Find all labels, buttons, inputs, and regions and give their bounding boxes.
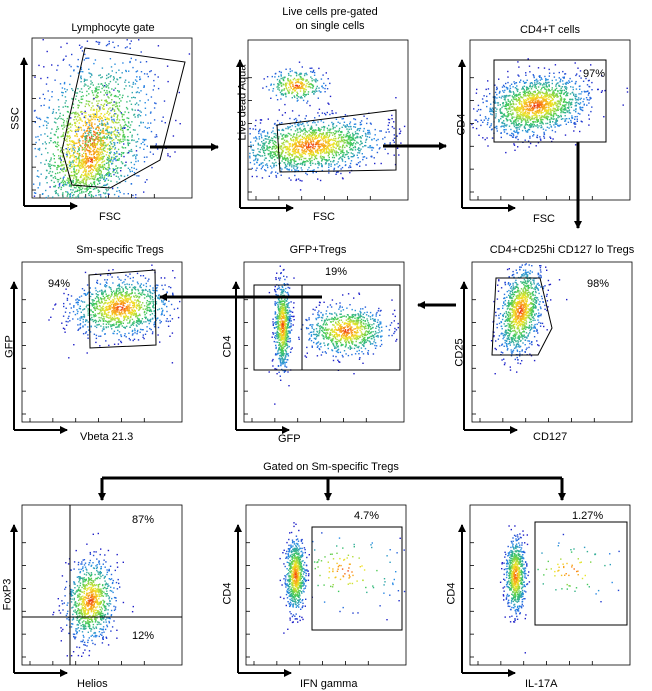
ifng-gate bbox=[311, 526, 403, 631]
percent-foxp3-lower: 12% bbox=[132, 630, 155, 642]
xlabel-ifng: IFN gamma bbox=[300, 678, 358, 690]
xlabel-smtregs: Vbeta 21.3 bbox=[80, 431, 134, 443]
ylabel-foxp3: FoxP3 bbox=[1, 578, 14, 611]
percent-tregs: 98% bbox=[587, 278, 610, 290]
lymphocyte-events bbox=[33, 39, 191, 199]
panel-title-live-line1: Live cells pre-gated bbox=[282, 6, 378, 18]
ylabel-smtregs: GFP bbox=[3, 335, 16, 358]
lymphocyte-events-core bbox=[33, 85, 139, 199]
smtregs-frame bbox=[21, 261, 183, 423]
gfp-gate-right bbox=[301, 284, 401, 371]
percent-ifng: 4.7% bbox=[354, 510, 380, 522]
ylabel-il17: CD4 bbox=[445, 582, 458, 605]
ylabel-tregs: CD25 bbox=[453, 338, 466, 367]
panel-title-gfp: GFP+Tregs bbox=[289, 244, 347, 256]
tregs-frame bbox=[471, 261, 633, 423]
live-events bbox=[249, 97, 406, 191]
il17-events bbox=[499, 525, 531, 654]
il17-frame bbox=[469, 504, 631, 666]
panel-title-tregs: CD4+CD25hi CD127 lo Tregs bbox=[489, 244, 635, 256]
xlabel-tregs: CD127 bbox=[533, 431, 568, 443]
tregs-events bbox=[490, 263, 568, 375]
xlabel-live: FSC bbox=[313, 211, 335, 223]
bottom-header: Gated on Sm-specific Tregs bbox=[263, 461, 399, 473]
percent-smtregs: 94% bbox=[48, 278, 71, 290]
tregs-gate bbox=[491, 277, 553, 356]
il17-gate bbox=[534, 521, 628, 626]
cd4t-gate bbox=[493, 59, 607, 143]
ifng-events bbox=[279, 522, 313, 634]
ylabel-gfp: CD4 bbox=[221, 335, 234, 358]
ylabel-cd4t: CD4 bbox=[455, 113, 468, 136]
ylabel-lymphocyte: SSC bbox=[9, 107, 22, 130]
smtregs-events bbox=[48, 264, 181, 364]
percent-cd4t: 97% bbox=[583, 68, 606, 80]
lymphocyte-gate bbox=[61, 47, 186, 189]
percent-foxp3: 87% bbox=[132, 514, 155, 526]
xlabel-il17: IL-17A bbox=[525, 678, 558, 690]
panel-title-live-line2: on single cells bbox=[295, 20, 365, 32]
foxp3-frame bbox=[21, 504, 183, 666]
panel-title-smtregs: Sm-specific Tregs bbox=[76, 244, 164, 256]
cd4t-frame bbox=[469, 39, 631, 201]
il17-events-tail bbox=[537, 533, 620, 603]
percent-gfp: 19% bbox=[325, 266, 348, 278]
ylabel-ifng: CD4 bbox=[221, 582, 234, 605]
percent-il17: 1.27% bbox=[572, 510, 604, 522]
xlabel-lymphocyte: FSC bbox=[99, 211, 121, 223]
smtregs-gate bbox=[88, 269, 157, 349]
gfp-frame bbox=[243, 261, 405, 423]
ifng-frame bbox=[245, 504, 407, 666]
panel-title-lymphocyte: Lymphocyte gate bbox=[71, 22, 155, 34]
live-gate bbox=[276, 109, 397, 173]
lymphocyte-frame bbox=[31, 37, 193, 199]
foxp3-events bbox=[52, 532, 134, 657]
xlabel-foxp3: Helios bbox=[77, 678, 108, 690]
ylabel-live: Live dead Aqua bbox=[236, 64, 249, 141]
gfp-events-left bbox=[268, 265, 295, 405]
xlabel-gfp: GFP bbox=[278, 433, 301, 445]
xlabel-cd4t: FSC bbox=[533, 213, 555, 225]
cd4t-events bbox=[471, 58, 629, 154]
panel-title-cd4t: CD4+T cells bbox=[519, 24, 580, 36]
ifng-events-tail bbox=[312, 532, 406, 621]
gfp-events-right bbox=[287, 292, 399, 375]
live-events-upper bbox=[262, 61, 332, 111]
live-frame bbox=[247, 39, 409, 201]
